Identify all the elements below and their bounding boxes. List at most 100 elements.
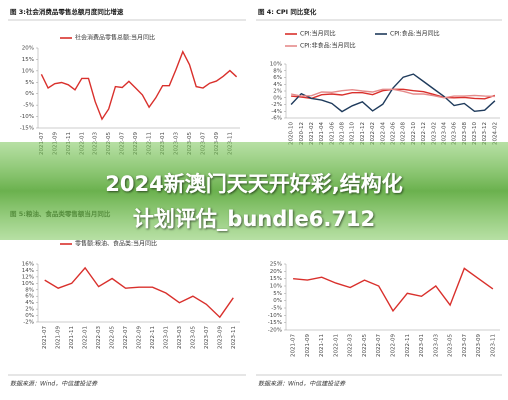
y-tick-label: -20% [268,328,282,334]
x-tick-label: 2022-05 [110,326,116,349]
x-tick-label: 2021-09 [305,334,311,357]
x-tick-label: 2022-01 [333,334,339,357]
charts: 图 3:社会消费品零售总额月度同比增速20%15%10%5%0%-5%-10%-… [10,7,500,357]
source: 数据来源：Wind，中信建投证券 [258,380,346,388]
x-tick-label: 2022-05 [362,334,368,357]
y-tick-label: 10% [270,62,282,68]
x-tick-label: 2023-11 [490,334,496,357]
y-tick-label: 8% [273,68,282,74]
banner [0,142,508,240]
x-tick-label: 2021-07 [42,326,48,349]
x-tick-label: 2023-07 [204,326,210,349]
y-tick-label: -10% [268,313,282,319]
y-tick-label: 2% [25,307,34,313]
x-tick-label: 2022-08 [401,122,407,145]
x-tick-label: 2020-12 [299,122,305,145]
y-tick-label: 5% [25,80,34,86]
chart-title: 图 3:社会消费品零售总额月度同比增速 [10,7,124,16]
y-tick-label: 12% [22,274,34,280]
line [293,267,494,313]
y-tick-label: -5% [23,103,34,109]
x-tick-label: 2023-09 [217,326,223,349]
source: 数据来源：Wind，中信建投证券 [10,380,98,388]
banner-text: 2024新澳门天天开好彩,结构化 [105,172,402,196]
y-tick-label: 0% [273,95,282,101]
x-tick-label: 2022-11 [150,326,156,349]
line [44,266,234,319]
x-tick-label: 2023-04 [441,122,447,145]
line [290,73,496,113]
y-tick-label: 6% [25,294,34,300]
x-tick-label: 2022-07 [376,334,382,357]
x-tick-label: 2023-09 [476,334,482,357]
y-tick-label: 5% [273,291,282,297]
y-tick-label: -10% [20,114,34,120]
x-tick-label: 2022-07 [123,326,129,349]
x-tick-label: 2022-03 [96,326,102,349]
y-tick-label: 10% [22,281,34,287]
line [291,88,496,100]
legend-label: 零售额:粮油、食品类:当月同比 [75,240,157,248]
y-tick-label: 20% [270,269,282,275]
x-tick-label: 2021-08 [340,122,346,145]
y-tick-label: 25% [270,262,282,268]
x-tick-label: 2023-02 [431,122,437,145]
x-tick-label: 2021-09 [56,326,62,349]
y-tick-label: 15% [270,276,282,282]
x-tick-label: 2024-02 [492,122,498,145]
legend-label: CPI:非食品:当月同比 [300,42,356,50]
x-tick-label: 2023-01 [419,334,425,357]
x-tick-label: 2022-12 [421,122,427,145]
banner-text: 计划评估_bundle6.712 [133,207,375,231]
legend-label: 社会消费品零售总额:当月同比 [75,34,155,42]
y-tick-label: -2% [271,102,282,108]
x-tick-label: 2022-09 [137,326,143,349]
x-tick-label: 2023-06 [452,122,458,145]
y-tick-label: 4% [273,82,282,88]
x-tick-label: 2023-10 [472,122,478,145]
y-tick-label: -6% [271,116,282,122]
x-tick-label: 2022-06 [391,122,397,145]
chart-title: 图 4: CPI 同比变化 [258,7,317,16]
x-tick-label: 2023-05 [448,334,454,357]
line [40,49,238,121]
x-tick-label: 2023-05 [190,326,196,349]
x-tick-label: 2022-01 [83,326,89,349]
y-tick-label: 0% [25,313,34,319]
y-tick-label: -4% [271,109,282,115]
y-tick-label: 10% [270,284,282,290]
y-tick-label: 20% [22,46,34,52]
y-tick-label: 10% [22,68,34,74]
x-tick-label: 2021-07 [291,334,297,357]
x-tick-label: 2022-11 [405,334,411,357]
x-tick-label: 2021-06 [329,122,335,145]
x-tick-label: 2023-11 [231,326,237,349]
x-tick-label: 2022-03 [348,334,354,357]
y-tick-label: 4% [25,300,34,306]
x-tick-label: 2021-12 [360,122,366,145]
x-tick-label: 2020-10 [289,122,295,145]
y-tick-label: 0% [25,91,34,97]
y-tick-label: 0% [273,298,282,304]
y-tick-label: -5% [271,306,282,312]
y-tick-label: 16% [22,262,34,268]
legend-label: CPI:当月同比 [300,30,336,38]
y-tick-label: -15% [268,320,282,326]
legend-label: CPI:食品:当月同比 [390,30,440,38]
y-tick-label: 2% [273,89,282,95]
x-tick-label: 2023-01 [163,326,169,349]
x-tick-label: 2022-02 [370,122,376,145]
line [290,88,495,99]
x-tick-label: 2021-04 [319,122,325,145]
x-tick-label: 2021-02 [309,122,315,145]
x-tick-label: 2023-08 [462,122,468,145]
x-tick-label: 2023-07 [462,334,468,357]
x-tick-label: 2023-03 [177,326,183,349]
x-tick-label: 2023-12 [482,122,488,145]
x-tick-label: 2021-10 [350,122,356,145]
x-tick-label: 2022-09 [391,334,397,357]
x-tick-label: 2023-03 [433,334,439,357]
y-tick-label: 15% [22,57,34,63]
y-tick-label: -15% [20,126,34,132]
